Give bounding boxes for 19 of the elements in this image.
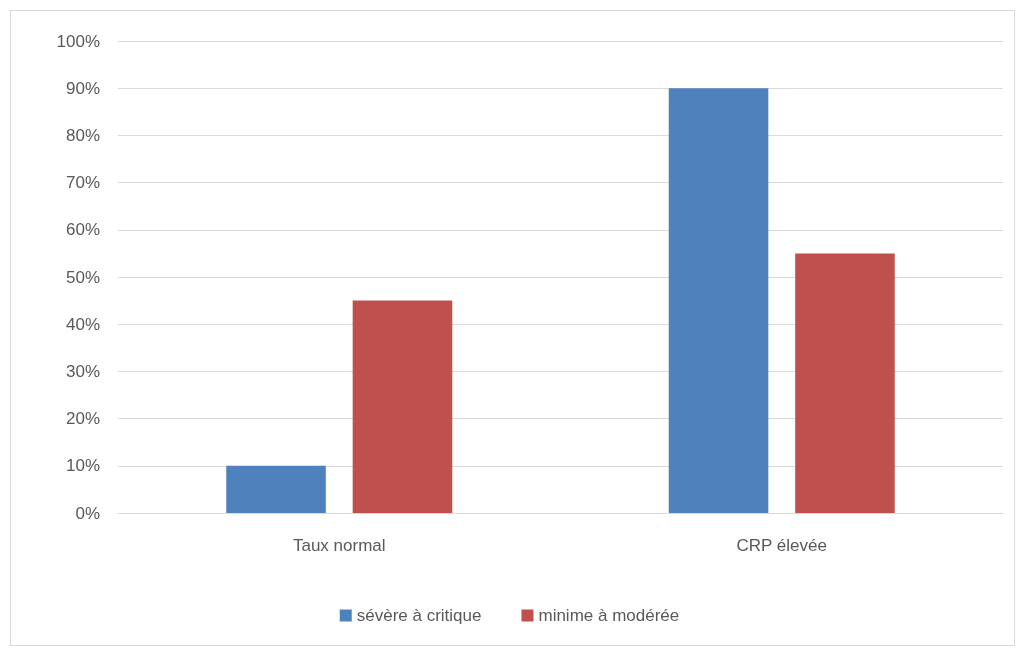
y-tick-label: 80% [65, 125, 100, 145]
bar [352, 300, 453, 513]
bar [795, 253, 895, 513]
bar [668, 88, 769, 513]
y-tick-label: 60% [65, 220, 100, 240]
x-tick-label: CRP élevée [736, 536, 827, 555]
y-tick-label: 100% [56, 31, 100, 51]
y-tick-label: 10% [65, 456, 100, 476]
y-tick-label: 30% [65, 361, 100, 381]
legend-label: sévère à critique [356, 606, 482, 625]
legend-label: minime à modérée [538, 606, 680, 625]
y-tick-label: 20% [65, 409, 100, 429]
y-tick-label: 0% [75, 503, 100, 523]
y-tick-label: 90% [65, 78, 100, 98]
y-tick-label: 70% [65, 173, 100, 193]
y-tick-label: 50% [65, 267, 100, 287]
bar [226, 465, 326, 513]
x-tick-label: Taux normal [292, 536, 386, 555]
y-tick-label: 40% [65, 314, 100, 334]
